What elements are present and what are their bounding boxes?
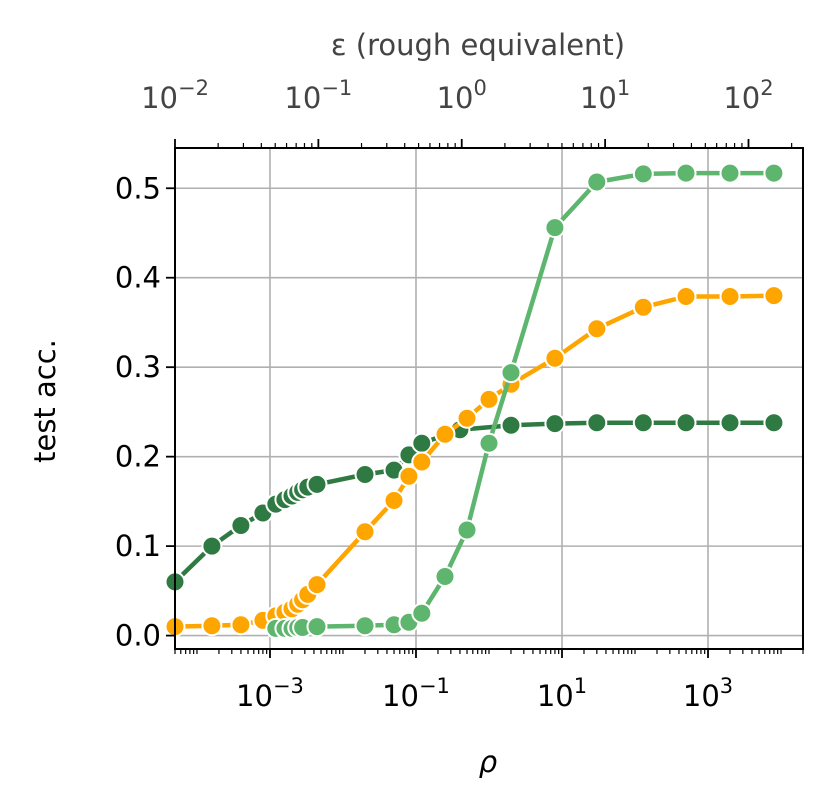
series-2 bbox=[164, 285, 785, 638]
top-x-tick-label: 100 bbox=[437, 76, 487, 115]
data-point bbox=[544, 217, 566, 239]
y-axis: 0.0 0.1 0.2 0.3 0.4 0.5 bbox=[115, 171, 175, 653]
y-tick-label: 0.4 bbox=[115, 261, 161, 295]
data-point bbox=[500, 362, 522, 384]
data-point bbox=[478, 388, 500, 410]
y-axis-label: test acc. bbox=[28, 339, 62, 463]
data-point bbox=[675, 162, 697, 184]
top-x-tick-label: 101 bbox=[580, 76, 630, 115]
bottom-x-axis: 10−3 10−1 101 103 bbox=[174, 649, 804, 713]
data-point bbox=[763, 412, 785, 434]
data-point bbox=[434, 566, 456, 587]
data-point bbox=[201, 535, 223, 557]
data-point bbox=[306, 574, 328, 596]
data-point bbox=[411, 432, 433, 454]
top-x-tick-label: 102 bbox=[723, 76, 773, 115]
data-point bbox=[719, 412, 741, 434]
y-tick-label: 0.1 bbox=[115, 529, 161, 563]
x-tick-label: 103 bbox=[683, 674, 733, 713]
data-point bbox=[354, 464, 376, 485]
data-point bbox=[586, 318, 608, 340]
top-x-tick-label: 10−1 bbox=[284, 76, 352, 115]
data-point bbox=[544, 347, 566, 369]
data-point bbox=[411, 451, 433, 473]
top-x-axis: 10−2 10−1 100 101 102 bbox=[141, 76, 793, 148]
data-point bbox=[632, 296, 654, 318]
data-point bbox=[675, 412, 697, 434]
data-point bbox=[398, 465, 420, 487]
data-point bbox=[354, 521, 376, 543]
data-point bbox=[586, 171, 608, 193]
y-tick-label: 0.5 bbox=[115, 171, 161, 205]
x-axis-label: ρ bbox=[479, 745, 498, 779]
x-tick-label: 10−3 bbox=[236, 674, 304, 713]
data-point bbox=[306, 616, 328, 638]
data-point bbox=[201, 615, 223, 637]
data-point bbox=[763, 285, 785, 307]
data-point bbox=[586, 412, 608, 434]
data-point bbox=[456, 407, 478, 429]
data-point bbox=[306, 473, 328, 495]
y-tick-label: 0.3 bbox=[115, 350, 161, 384]
data-point bbox=[354, 615, 376, 637]
data-point bbox=[675, 286, 697, 307]
data-point bbox=[632, 412, 654, 434]
data-point bbox=[456, 519, 478, 541]
series-3 bbox=[265, 162, 785, 639]
top-x-axis-label: ε (rough equivalent) bbox=[331, 28, 625, 62]
data-point bbox=[434, 423, 456, 445]
data-point bbox=[763, 162, 785, 184]
x-tick-label: 10−1 bbox=[382, 674, 450, 713]
data-point bbox=[632, 163, 654, 185]
top-x-tick-label: 10−2 bbox=[141, 76, 209, 115]
data-point bbox=[719, 286, 741, 307]
data-point bbox=[230, 614, 252, 636]
data-point bbox=[544, 413, 566, 435]
y-tick-label: 0.2 bbox=[115, 440, 161, 474]
data-point bbox=[500, 414, 522, 436]
series-layer bbox=[164, 162, 785, 639]
data-point bbox=[719, 162, 741, 184]
data-point bbox=[383, 490, 405, 511]
y-tick-label: 0.0 bbox=[115, 619, 161, 653]
data-point bbox=[230, 515, 252, 536]
x-tick-label: 101 bbox=[537, 674, 587, 713]
data-point bbox=[478, 432, 500, 454]
data-point bbox=[411, 602, 433, 624]
